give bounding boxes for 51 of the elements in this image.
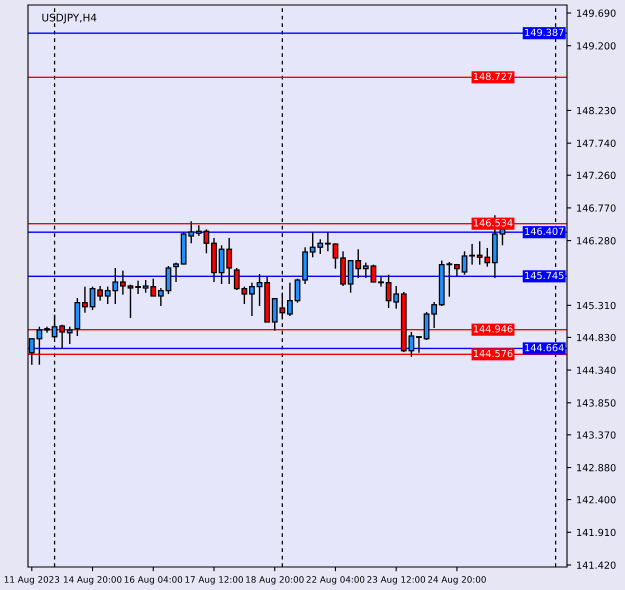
candlestick bbox=[142, 279, 149, 294]
y-tick-label: 141.420 bbox=[577, 561, 616, 569]
y-tick-label: 144.340 bbox=[577, 366, 616, 374]
x-tick-label: 22 Aug 04:00 bbox=[306, 576, 364, 584]
candlestick bbox=[104, 286, 111, 305]
ref-line-label: 146.407 bbox=[525, 228, 564, 235]
x-tick-label: 24 Aug 20:00 bbox=[428, 576, 486, 584]
candlestick bbox=[66, 326, 73, 345]
y-tick-label: 149.690 bbox=[577, 9, 616, 17]
text: USDJPY,H4 bbox=[42, 14, 96, 24]
candlestick bbox=[476, 240, 483, 266]
y-tick-label: 146.770 bbox=[577, 204, 616, 212]
x-tick-label: 16 Aug 04:00 bbox=[124, 576, 182, 584]
candlestick bbox=[150, 278, 156, 297]
candlestick bbox=[112, 267, 118, 305]
ref-line-label: 144.576 bbox=[474, 350, 512, 358]
x-tick-label: 11 Aug 2023 bbox=[4, 576, 60, 584]
ref-line-label: 148.727 bbox=[474, 72, 512, 80]
ref-line-label: 144.946 bbox=[474, 325, 512, 332]
candlestick bbox=[317, 238, 324, 255]
y-tick-label: 144.830 bbox=[577, 334, 616, 342]
candlestick bbox=[362, 262, 369, 279]
y-tick-label: 141.910 bbox=[577, 528, 616, 536]
candlestick bbox=[188, 220, 194, 244]
candlestick bbox=[355, 248, 362, 279]
candlestick bbox=[226, 237, 232, 285]
x-tick-label: 14 Aug 20:00 bbox=[64, 576, 122, 584]
candlestick bbox=[234, 267, 240, 291]
x-tick-label: 18 Aug 20:00 bbox=[246, 576, 304, 584]
candlestick bbox=[196, 224, 202, 237]
candlestick bbox=[484, 247, 490, 268]
y-tick-label: 149.200 bbox=[577, 42, 616, 50]
y-tick-label: 147.740 bbox=[577, 140, 616, 147]
y-tick-label: 145.310 bbox=[577, 302, 616, 310]
candlestick bbox=[393, 285, 400, 310]
ref-line-label: 146.534 bbox=[474, 219, 513, 226]
y-tick-label: 148.230 bbox=[577, 106, 616, 114]
candlestick bbox=[446, 261, 452, 298]
candlestick bbox=[272, 297, 278, 332]
ref-line-label: 145.745 bbox=[525, 272, 564, 280]
candlestick bbox=[310, 231, 316, 258]
y-tick-label: 143.370 bbox=[577, 431, 616, 439]
x-tick-label: 17 Aug 12:00 bbox=[185, 576, 243, 584]
x-tick-label: 23 Aug 12:00 bbox=[367, 576, 426, 584]
ref-line-label: 144.664 bbox=[525, 344, 564, 352]
y-tick-label: 147.260 bbox=[577, 172, 616, 180]
y-tick-label: 142.880 bbox=[577, 464, 616, 472]
ref-line-label: 149.387 bbox=[525, 28, 564, 36]
y-tick-label: 146.280 bbox=[577, 237, 616, 244]
y-tick-label: 143.850 bbox=[577, 399, 616, 407]
y-tick-label: 142.400 bbox=[577, 496, 616, 504]
